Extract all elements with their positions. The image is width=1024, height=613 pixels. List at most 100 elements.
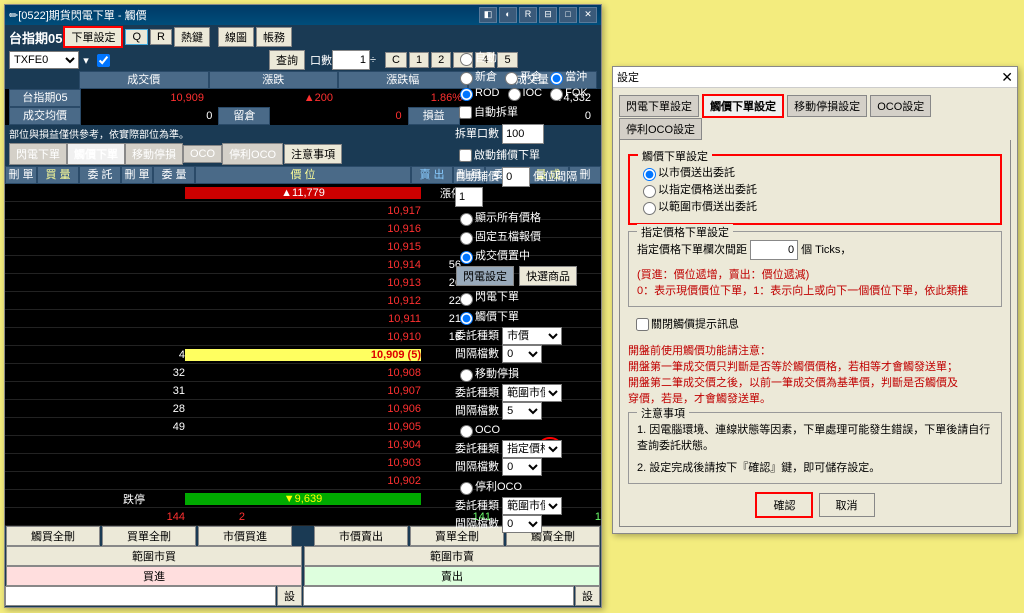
win-btn-a[interactable]: ◧ (479, 7, 497, 23)
close-btn[interactable]: ✕ (579, 7, 597, 23)
notes-button[interactable]: 注意事項 (284, 144, 342, 164)
ok-button[interactable]: 確認 (755, 492, 813, 518)
ot-select[interactable]: 市價 (502, 327, 562, 345)
pos-new[interactable]: 新倉 (455, 71, 497, 83)
mode-trigger[interactable]: 觸價下單 (455, 308, 603, 325)
oco-radio[interactable]: OCO (455, 422, 603, 438)
auto-split[interactable]: 自動拆單 (455, 103, 603, 122)
sell-button[interactable]: 賣出 (304, 566, 600, 586)
dlg-close[interactable]: ✕ (1001, 69, 1013, 86)
mode-flash[interactable]: 閃電下單 (455, 288, 603, 305)
tab-trigger[interactable]: 觸價下單 (67, 143, 125, 165)
fixed-5[interactable]: 固定五檔報價 (455, 228, 603, 245)
del-tbuy[interactable]: 觸買全刪 (6, 526, 100, 546)
lock-check[interactable] (97, 54, 110, 67)
iv-input[interactable] (455, 187, 483, 207)
tab-flash[interactable]: 閃電下單 (9, 143, 67, 165)
ts-type[interactable]: 範圍市價 (502, 384, 562, 402)
th3: 刪 單 (121, 166, 153, 184)
c-button[interactable]: C (385, 52, 407, 68)
trail-stop[interactable]: 移動停損 (455, 365, 603, 382)
price-cell: 10,907 (185, 385, 421, 397)
mute-check[interactable]: 關閉觸價提示訊息 (632, 315, 998, 334)
ord-rod[interactable]: ROD (455, 87, 499, 99)
sum-buy-r: 2 (185, 511, 245, 523)
change: ▲200 (210, 92, 339, 104)
account-button[interactable]: 帳務 (256, 27, 292, 47)
avg: 0 (81, 110, 218, 122)
soco-gap[interactable]: 0 (502, 515, 542, 533)
dtab-4[interactable]: 停利OCO設定 (619, 118, 702, 140)
sell-px-input[interactable] (303, 586, 574, 606)
r-limit[interactable]: 以指定價格送出委託 (638, 181, 992, 198)
last-price: 10,909 (81, 92, 210, 104)
notes-title: 注意事項 (637, 405, 689, 421)
price-cell: 10,916 (185, 223, 421, 235)
tab-oco[interactable]: OCO (183, 145, 222, 163)
soco-type[interactable]: 範圍市價 (502, 497, 562, 515)
tab-soco[interactable]: 停利OCO (222, 143, 283, 165)
hd-price: 成交價 (79, 71, 209, 89)
sell-go[interactable]: 設 (575, 586, 600, 606)
buy-px-input[interactable] (5, 586, 276, 606)
warn3: 穿價，若是，才會觸發送單。 (628, 390, 1002, 406)
th1: 買 量 (37, 166, 79, 184)
price-cell: 10,909 (5) (185, 349, 421, 361)
oco-gap[interactable]: 0 (502, 458, 542, 476)
price-cell: 10,917 (185, 205, 421, 217)
show-all[interactable]: 顯示所有價格 (455, 209, 603, 226)
n1-button[interactable]: 1 (409, 52, 429, 68)
win-btn-b[interactable]: ◐ (499, 7, 517, 23)
warn1: 開盤第一筆成交價只判斷是否等於觸價價格，若相等才會觸發送單； (628, 358, 1002, 374)
q-button[interactable]: Q (125, 29, 148, 45)
mkt-sell[interactable]: 市價賣出 (314, 526, 408, 546)
qty-input[interactable] (332, 50, 370, 70)
min-btn[interactable]: ⊟ (539, 7, 557, 23)
mkt-buy[interactable]: 市價買進 (198, 526, 292, 546)
query-button[interactable]: 查詢 (269, 50, 305, 70)
oco-type[interactable]: 指定價格 (502, 440, 562, 458)
hold: 0 (270, 110, 407, 122)
del-buy[interactable]: 買單全刪 (102, 526, 196, 546)
qty-label: 口數 (310, 52, 332, 68)
hotkey-button[interactable]: 熱鍵 (174, 27, 210, 47)
ts-gap[interactable]: 5 (502, 402, 542, 420)
split-input[interactable] (502, 124, 544, 144)
dtab-0[interactable]: 閃電下單設定 (619, 95, 699, 117)
enable-spread[interactable]: 啟動鋪價下單 (455, 146, 603, 165)
cancel-button[interactable]: 取消 (819, 493, 875, 517)
contract-select[interactable]: TXFE0 (9, 51, 79, 69)
gap-select[interactable]: 0 (502, 345, 542, 363)
buy-button[interactable]: 買進 (6, 566, 302, 586)
dtab-1[interactable]: 觸價下單設定 (702, 94, 784, 118)
center-last[interactable]: 成交價置中 (455, 247, 603, 264)
ticks-input[interactable] (750, 240, 798, 260)
avg-label: 成交均價 (9, 107, 81, 125)
order-settings-button[interactable]: 下單設定 (63, 26, 123, 48)
dtab-2[interactable]: 移動停損設定 (787, 95, 867, 117)
pos-auto[interactable]: 自動 (455, 49, 603, 66)
r-market[interactable]: 以市價送出委託 (638, 164, 992, 181)
au-input[interactable] (502, 167, 530, 187)
n2-button[interactable]: 2 (431, 52, 451, 68)
ord-ioc[interactable]: IOC (503, 87, 543, 99)
pos-dt[interactable]: 當沖 (545, 71, 587, 83)
range-sell[interactable]: 範圍市賣 (304, 546, 600, 566)
buy-go[interactable]: 設 (277, 586, 302, 606)
quick-pick[interactable]: 快選商品 (519, 266, 577, 286)
win-btn-c[interactable]: R (519, 7, 537, 23)
range-buy[interactable]: 範圍市買 (6, 546, 302, 566)
sum-buy: 144 (5, 511, 185, 523)
pos-close[interactable]: 平倉 (500, 71, 542, 83)
split-label: 拆單口數 (455, 128, 499, 140)
tab-trail[interactable]: 移動停損 (125, 143, 183, 165)
soco-radio[interactable]: 停利OCO (455, 478, 603, 495)
r-button[interactable]: R (150, 29, 172, 45)
ord-fok[interactable]: FOK (545, 87, 588, 99)
r-range[interactable]: 以範圍市價送出委託 (638, 198, 992, 215)
max-btn[interactable]: □ (559, 7, 577, 23)
flash-set[interactable]: 閃電設定 (456, 266, 514, 286)
chart-button[interactable]: 線圖 (218, 27, 254, 47)
dtab-3[interactable]: OCO設定 (870, 95, 931, 117)
dlg-title: 設定 (617, 69, 639, 85)
